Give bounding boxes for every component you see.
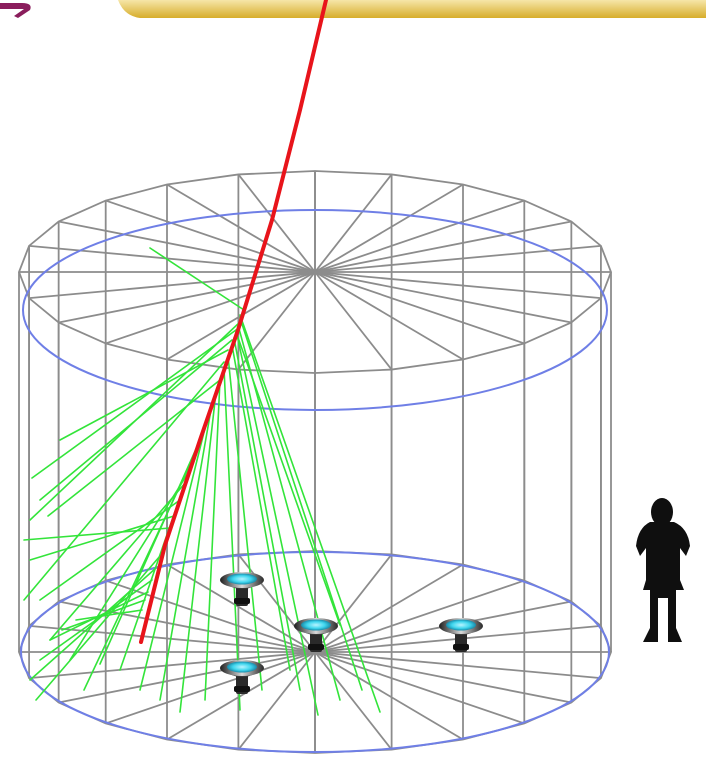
photomultiplier-tubes xyxy=(220,572,483,694)
tank-top-spoke xyxy=(314,244,601,273)
water-level-rings xyxy=(20,209,610,753)
tank-bottom-spoke xyxy=(314,651,464,741)
cherenkov-ray xyxy=(235,331,341,626)
cherenkov-ray xyxy=(204,379,221,701)
tank-top-spoke xyxy=(29,271,316,300)
tank-bottom-spoke xyxy=(105,651,316,725)
water-surface-ring xyxy=(22,209,608,411)
cherenkov-ray xyxy=(59,349,229,441)
tank-bottom-spoke xyxy=(314,651,601,680)
cherenkov-ray xyxy=(75,609,143,621)
cherenkov-ray xyxy=(179,391,217,713)
tank-bottom-spoke xyxy=(314,563,464,653)
top-banner xyxy=(118,0,706,18)
cherenkov-ray xyxy=(233,337,301,691)
cherenkov-ray xyxy=(227,355,263,691)
cherenkov-ray xyxy=(39,499,181,601)
tank-bottom-spoke xyxy=(105,579,316,653)
cherenkov-ray xyxy=(239,317,363,691)
tank-top-spoke xyxy=(314,271,464,361)
tank-top-spoke xyxy=(314,183,464,273)
cherenkov-light-rays xyxy=(23,247,381,716)
cherenkov-ray xyxy=(149,247,245,311)
cherenkov-ray xyxy=(49,481,187,641)
cherenkov-ray xyxy=(31,329,237,479)
cherenkov-ray xyxy=(47,379,221,517)
tank-bottom-spoke xyxy=(58,651,316,704)
tank-bottom-spoke xyxy=(29,624,316,653)
cherenkov-ray xyxy=(39,579,153,661)
photomultiplier-tube-icon xyxy=(294,618,338,652)
cherenkov-ray xyxy=(223,367,241,711)
cherenkov-ray xyxy=(29,567,157,681)
tank-top-spoke xyxy=(314,220,572,273)
tank-top-spoke xyxy=(105,199,316,273)
photomultiplier-tube-icon xyxy=(220,660,264,694)
cherenkov-ray xyxy=(29,321,241,521)
muon-track xyxy=(139,0,328,644)
cherenkov-ray xyxy=(239,314,381,713)
cherenkov-ray xyxy=(35,555,161,701)
tank-top-spoke xyxy=(237,173,316,273)
tank-bottom-spoke xyxy=(29,651,316,680)
cherenkov-ray xyxy=(23,527,171,541)
tank-bottom-spoke xyxy=(314,651,525,725)
tank-bottom-spoke xyxy=(314,579,525,653)
photomultiplier-tube-icon xyxy=(439,618,483,652)
corner-mark xyxy=(0,3,31,18)
tank-bottom-spoke xyxy=(237,553,316,653)
cherenkov-ray xyxy=(23,361,225,601)
tank-top-spoke xyxy=(105,271,316,345)
cherenkov-ray xyxy=(231,344,291,671)
water-floor-ring xyxy=(20,551,610,753)
tank-top-spoke xyxy=(58,271,316,324)
tank-bottom-spoke xyxy=(314,651,393,751)
tank-top-spoke xyxy=(314,199,525,273)
cherenkov-ray xyxy=(159,403,213,701)
tank-wireframe xyxy=(18,170,612,754)
tank-top-spoke xyxy=(314,271,572,324)
photomultiplier-tube-icon xyxy=(220,572,264,606)
cherenkov-ray xyxy=(61,599,146,631)
tank-top-spoke xyxy=(314,173,393,273)
tank-bottom-spoke xyxy=(166,651,316,741)
tank-bottom-spoke xyxy=(314,553,393,653)
tank-top-spoke xyxy=(314,271,393,371)
human-silhouette-icon xyxy=(636,498,690,642)
tank-top-spoke xyxy=(58,220,316,273)
tank-bottom-spoke xyxy=(314,651,572,704)
cherenkov-ray xyxy=(139,415,209,691)
tank-top-spoke xyxy=(166,183,316,273)
tank-top-spoke xyxy=(29,244,316,273)
tank-top-spoke xyxy=(314,271,525,345)
tank-bottom-spoke xyxy=(237,651,316,751)
tank-top-spoke xyxy=(314,271,601,300)
cherenkov-ray xyxy=(235,329,319,716)
cherenkov-ray xyxy=(29,515,175,561)
